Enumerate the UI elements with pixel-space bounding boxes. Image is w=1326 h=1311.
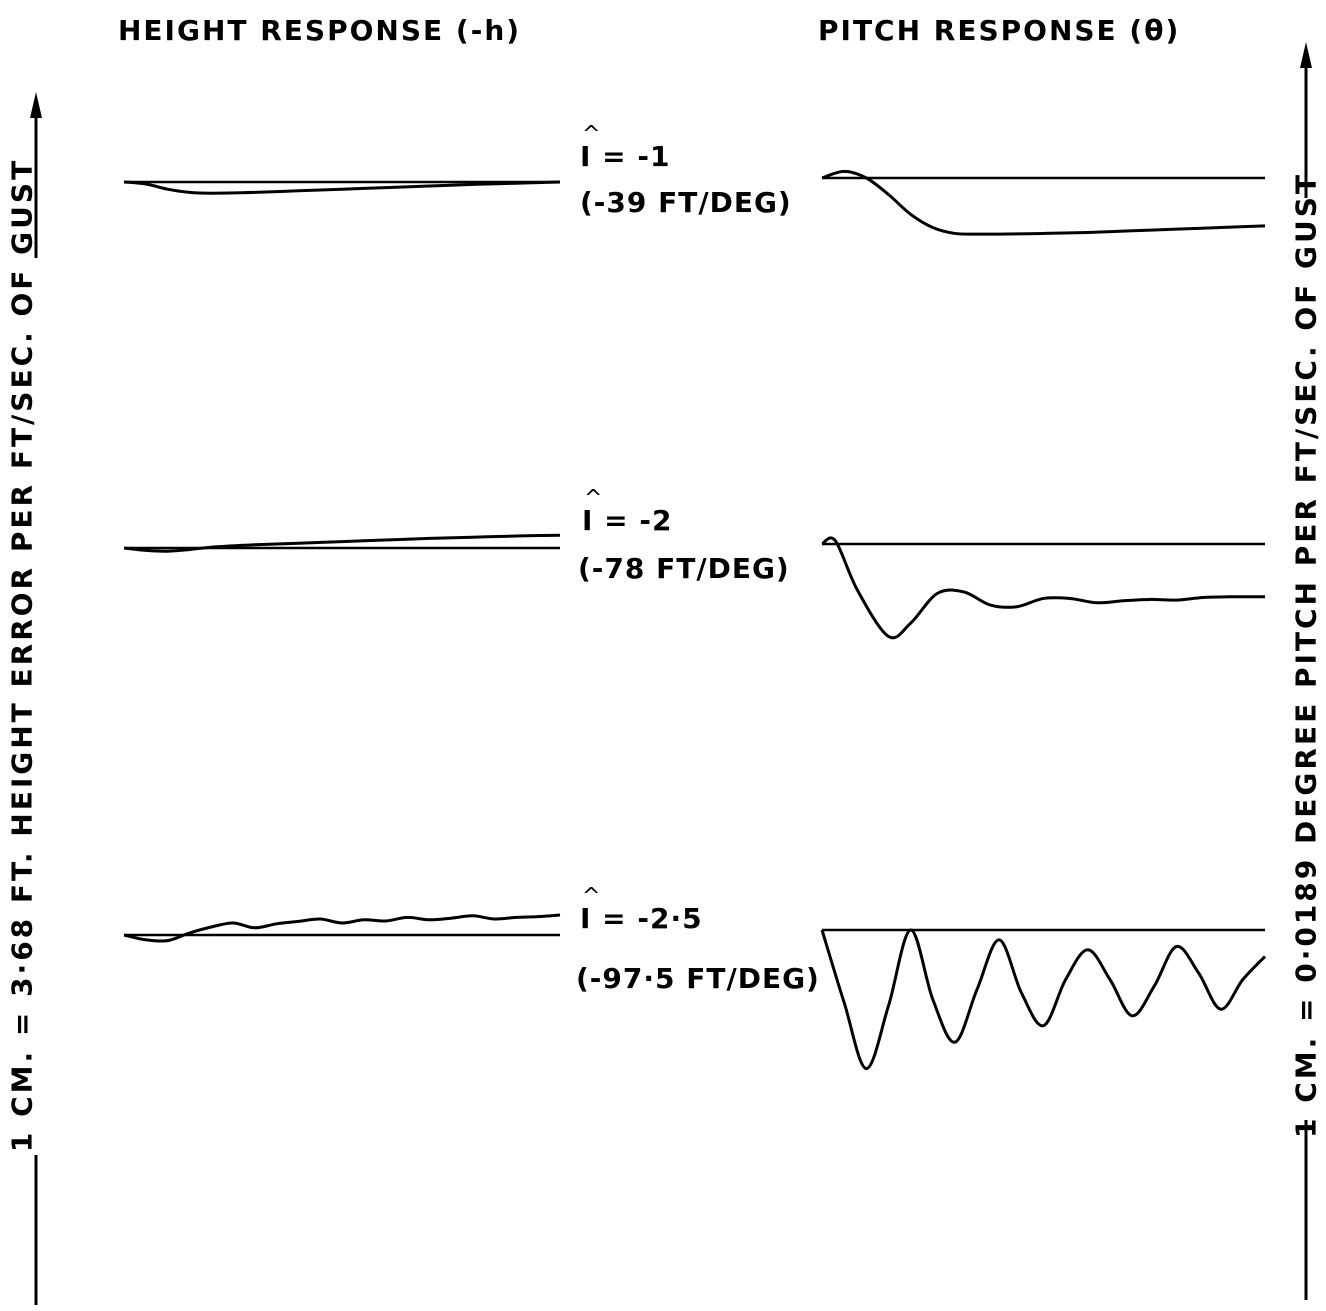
case-2-gain-label: (-78 FT/DEG) (578, 552, 790, 585)
height-trace-1 (123, 180, 561, 195)
pitch-trace-3 (820, 928, 1267, 1071)
traces (123, 169, 1267, 1071)
case-1-index-label: I = -1 (580, 122, 670, 173)
case-3-index-label: I = -2·5 (580, 884, 703, 935)
pitch-response-title: PITCH RESPONSE (θ) (818, 14, 1181, 47)
height-trace-2 (123, 533, 561, 553)
height-scale-label: 1 CM. = 3·68 FT. HEIGHT ERROR PER FT/SEC… (5, 157, 39, 1153)
pitch-trace-2 (821, 536, 1266, 640)
right-arrow-head (1300, 42, 1312, 68)
case-2-index-label: I = -2 (582, 486, 672, 537)
height-response-title: HEIGHT RESPONSE (-h) (118, 14, 522, 47)
axis-arrows (30, 42, 1312, 1305)
left-arrow-head (30, 92, 42, 118)
case-1-gain-label: (-39 FT/DEG) (580, 186, 792, 219)
height-trace-3 (123, 913, 561, 943)
case-3-gain-label: (-97·5 FT/DEG) (576, 962, 820, 995)
pitch-trace-1 (821, 169, 1266, 236)
pitch-scale-label: 1 CM. = 0·0189 DEGREE PITCH PER FT/SEC. … (1289, 171, 1323, 1139)
